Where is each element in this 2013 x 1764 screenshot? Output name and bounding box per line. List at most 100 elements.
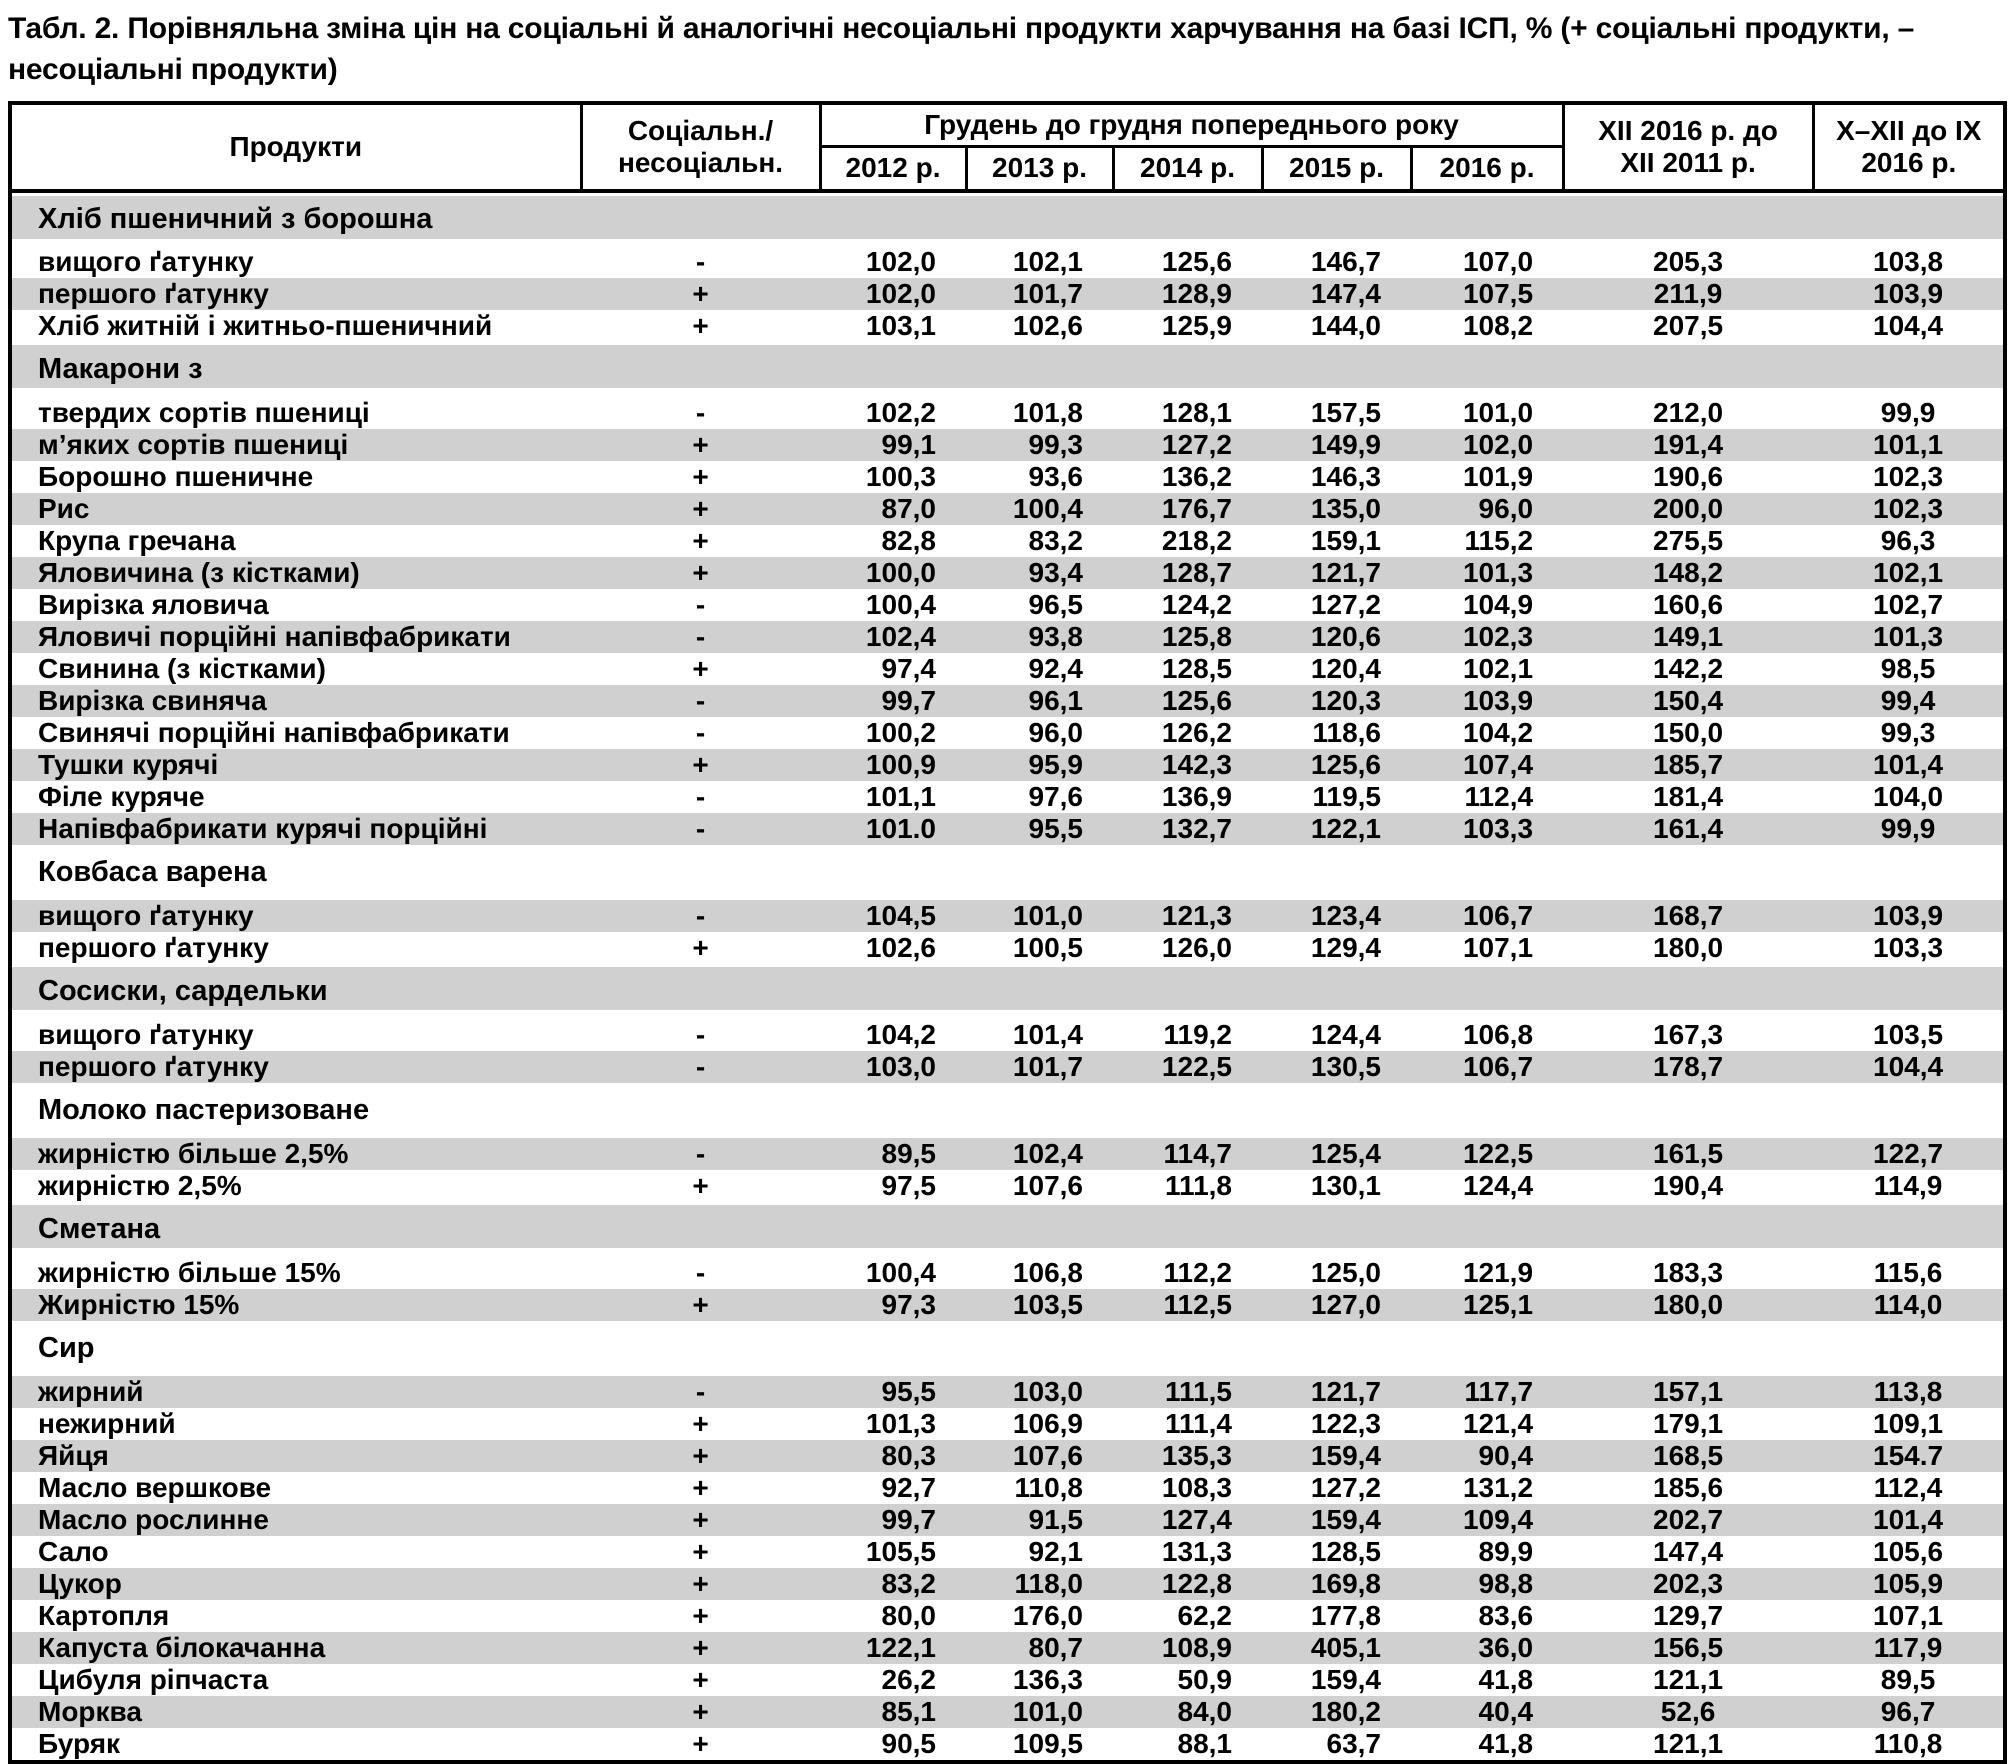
- value-cell: 135,3: [1113, 1439, 1262, 1472]
- product-cell: Буряк: [38, 1727, 121, 1759]
- value-cell: 99,4: [1813, 684, 2006, 717]
- value-cell: 103,3: [1873, 931, 1944, 963]
- value-cell: 131,2: [1462, 1471, 1534, 1503]
- col-header-social: Соціальн./ несоціальн.: [579, 101, 822, 193]
- sign-cell: +: [581, 1631, 820, 1664]
- product-cell: Свинина (з кістками): [38, 652, 326, 684]
- value-cell: 112,4: [1464, 780, 1534, 812]
- table-row: Яловичина (з кістками) +100,0 93,4 128,7 121…: [10, 556, 2006, 589]
- col-header-year-2013: 2013 р.: [964, 145, 1115, 193]
- product-cell: Масло вершкове: [38, 1471, 272, 1503]
- value-cell: 115,2: [1464, 524, 1534, 556]
- value-cell: 80,0: [881, 1599, 937, 1631]
- value-cell: 136,2: [1161, 460, 1232, 492]
- section-label: Ковбаса варена: [38, 856, 267, 889]
- value-cell: 101,0: [966, 1695, 1113, 1728]
- value-cell: 102,3: [1813, 492, 2006, 525]
- value-cell: 121,1: [1653, 1727, 1724, 1759]
- value-cell: 89,9: [1478, 1535, 1534, 1567]
- table-row: Капуста білокачанна +122,1 80,7 108,9 405,1 3…: [10, 1631, 2006, 1664]
- value-cell: 92,7: [881, 1471, 937, 1503]
- value-cell: 150,0: [1653, 716, 1724, 748]
- value-cell: 89,5: [1880, 1663, 1936, 1695]
- value-cell: 96,0: [1028, 716, 1084, 748]
- product-cell: Хліб житній і житньо-пшеничний: [38, 309, 493, 341]
- value-cell: 127,4: [1113, 1503, 1262, 1536]
- value-cell: 93,6: [1028, 460, 1084, 492]
- product-cell: Вирізка яловича: [38, 588, 269, 620]
- value-cell: 159,4: [1262, 1503, 1411, 1536]
- value-cell: 98,8: [1411, 1567, 1564, 1600]
- table-row: Яловичі порційні напівфабрикати -102,4 93,…: [10, 620, 2006, 653]
- value-cell: 121,9: [1462, 1256, 1534, 1288]
- table-row: Сало +105,5 92,1 131,3 128,5 89,9 147,4 105,6: [10, 1536, 2005, 1568]
- value-cell: 100,9: [820, 748, 966, 781]
- value-cell: 101,3: [1411, 556, 1564, 589]
- product-cell: Борошно пшеничне: [38, 460, 314, 492]
- value-cell: 169,8: [1262, 1567, 1411, 1600]
- value-cell: 190,4: [1653, 1169, 1724, 1201]
- sign-cell: -: [581, 1050, 820, 1083]
- header-line: XII 2011 р.: [1620, 146, 1756, 178]
- value-cell: 104,9: [1462, 588, 1534, 620]
- value-cell: 104,2: [865, 1018, 936, 1050]
- value-cell: 101.0: [820, 812, 966, 845]
- value-cell: 125,9: [1161, 309, 1232, 341]
- value-cell: 41,8: [1478, 1727, 1534, 1759]
- value-cell: 96,1: [966, 684, 1113, 717]
- value-cell: 125,6: [1262, 748, 1411, 781]
- value-cell: 102,2: [865, 396, 936, 428]
- value-cell: 97,6: [1028, 780, 1084, 812]
- table-row: жирністю більше 15% - 100,4 106,8 112,2 125,0…: [10, 1257, 2005, 1289]
- value-cell: 98,5: [1880, 652, 1936, 684]
- product-cell: Жирністю 15%: [10, 1288, 581, 1321]
- table-row: Картопля +80,0 176,0 62,2 177,8 83,6 129,7 107,…: [10, 1600, 2005, 1632]
- value-cell: 109,5: [1012, 1727, 1083, 1759]
- value-cell: 97,4: [881, 652, 937, 684]
- value-cell: 106,7: [1411, 899, 1564, 932]
- value-cell: 108,2: [1462, 309, 1534, 341]
- value-cell: 99,9: [1880, 396, 1936, 428]
- table-body: Хліб пшеничний з борошна вищого ґатунку -1…: [10, 190, 2006, 1762]
- col-header-december-group: Грудень до грудня попереднього року: [818, 101, 1565, 149]
- col-header-year-2015: 2015 р.: [1260, 145, 1413, 193]
- sign-cell: +: [692, 1599, 709, 1631]
- value-cell: 109,1: [1873, 1407, 1944, 1439]
- value-cell: 211,9: [1563, 277, 1814, 310]
- section-row: Сир: [10, 1321, 2005, 1376]
- value-cell: 103,5: [1873, 1018, 1944, 1050]
- value-cell: 108,3: [1161, 1471, 1232, 1503]
- sign-cell: -: [581, 1137, 820, 1170]
- product-cell: вищого ґатунку: [38, 245, 254, 277]
- value-cell: 121,7: [1262, 1375, 1411, 1408]
- table-row: Хліб житній і житньо-пшеничний +103,1 102,…: [10, 310, 2005, 342]
- value-cell: 107,4: [1411, 748, 1564, 781]
- value-cell: 122,8: [1113, 1567, 1262, 1600]
- value-cell: 142,3: [1113, 748, 1262, 781]
- value-cell: 99,3: [1880, 716, 1936, 748]
- col-header-x-xii-to-ix: X–XII до IX 2016 р.: [1811, 101, 2007, 193]
- product-cell: вищого ґатунку: [10, 899, 581, 932]
- product-cell: Рис: [10, 492, 581, 525]
- value-cell: 106,9: [1012, 1407, 1083, 1439]
- product-cell: Яйця: [10, 1439, 581, 1472]
- value-cell: 129,7: [1653, 1599, 1724, 1631]
- value-cell: 118,6: [1312, 716, 1381, 748]
- value-cell: 102,3: [1411, 620, 1564, 653]
- value-cell: 84,0: [1113, 1695, 1262, 1728]
- value-cell: 207,5: [1653, 309, 1724, 341]
- value-cell: 85,1: [820, 1695, 966, 1728]
- sign-cell: +: [581, 277, 820, 310]
- value-cell: 52,6: [1563, 1695, 1814, 1728]
- value-cell: 125,6: [1113, 684, 1262, 717]
- value-cell: 183,3: [1653, 1256, 1724, 1288]
- value-cell: 135,0: [1262, 492, 1411, 525]
- value-cell: 150,4: [1563, 684, 1814, 717]
- value-cell: 120,3: [1262, 684, 1411, 717]
- value-cell: 99,9: [1813, 812, 2006, 845]
- product-cell: Тушки курячі: [10, 748, 581, 781]
- sign-cell: +: [692, 1663, 709, 1695]
- product-cell: жирністю більше 15%: [38, 1256, 341, 1288]
- section-label: Сосиски, сардельки: [10, 963, 2006, 1019]
- value-cell: 121,3: [1113, 899, 1262, 932]
